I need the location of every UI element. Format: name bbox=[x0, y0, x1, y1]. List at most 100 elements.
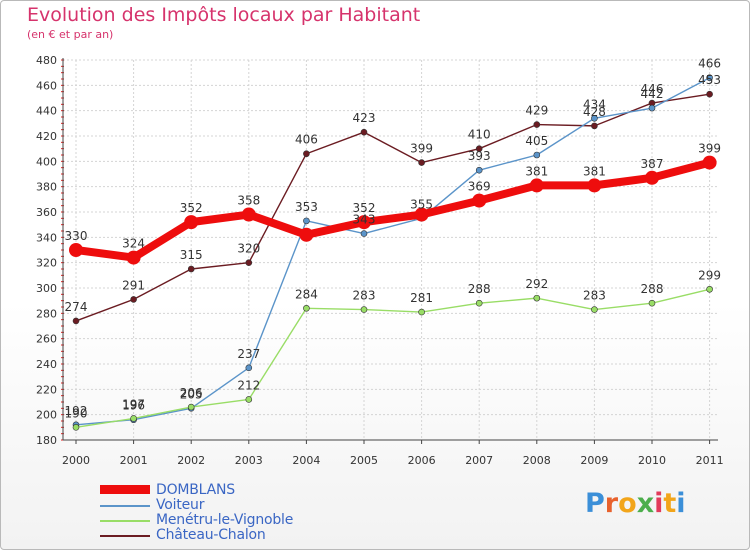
data-label: 320 bbox=[237, 242, 260, 256]
data-label: 192 bbox=[65, 404, 88, 418]
legend-swatch bbox=[100, 505, 150, 507]
chart-subtitle: (en € et par an) bbox=[27, 28, 114, 41]
legend-label: DOMBLANS bbox=[156, 482, 235, 498]
data-label: 353 bbox=[295, 200, 318, 214]
x-tick-label: 2005 bbox=[350, 454, 378, 467]
logo-letter: t bbox=[663, 488, 677, 519]
data-label: 410 bbox=[468, 128, 491, 142]
data-point bbox=[587, 178, 602, 193]
x-tick-label: 2008 bbox=[523, 454, 551, 467]
data-point bbox=[591, 114, 598, 122]
data-point bbox=[475, 145, 483, 152]
data-point bbox=[360, 128, 368, 136]
y-tick-label: 300 bbox=[36, 282, 57, 295]
x-tick-label: 2007 bbox=[465, 454, 493, 467]
y-tick-label: 280 bbox=[36, 307, 57, 320]
data-label: 453 bbox=[698, 73, 721, 87]
data-point bbox=[475, 166, 483, 174]
data-label: 205 bbox=[180, 387, 203, 401]
data-point bbox=[645, 170, 659, 185]
data-point bbox=[418, 308, 425, 316]
y-tick-label: 340 bbox=[36, 231, 57, 244]
data-label: 387 bbox=[641, 157, 664, 171]
y-tick-label: 440 bbox=[36, 105, 57, 118]
x-tick-label: 2011 bbox=[696, 454, 724, 467]
logo-letter: x bbox=[636, 488, 655, 519]
data-label: 283 bbox=[583, 289, 606, 303]
logo-letter: i bbox=[654, 488, 664, 519]
data-label: 196 bbox=[122, 399, 145, 413]
data-point bbox=[303, 217, 310, 225]
data-label: 406 bbox=[295, 133, 318, 147]
data-label: 281 bbox=[410, 291, 433, 305]
legend-swatch bbox=[100, 535, 150, 537]
data-point bbox=[418, 159, 425, 166]
y-tick-label: 400 bbox=[36, 155, 57, 168]
y-tick-label: 460 bbox=[36, 79, 57, 92]
data-point bbox=[72, 317, 80, 325]
data-label: 197 bbox=[122, 397, 145, 411]
data-point bbox=[245, 259, 253, 266]
data-point bbox=[475, 299, 483, 307]
data-point bbox=[591, 306, 598, 313]
logo-letter: o bbox=[618, 488, 637, 519]
data-label: 315 bbox=[180, 248, 203, 262]
series-layer bbox=[69, 74, 717, 431]
data-label: 292 bbox=[525, 277, 548, 291]
logo-letter: P bbox=[585, 488, 605, 519]
y-tick-label: 200 bbox=[36, 409, 57, 422]
data-label: 284 bbox=[295, 287, 318, 301]
data-label: 274 bbox=[65, 300, 88, 314]
legend-label: Château-Chalon bbox=[156, 527, 266, 543]
data-label: 466 bbox=[698, 57, 721, 71]
x-tick-label: 2003 bbox=[235, 454, 263, 467]
data-point bbox=[299, 227, 314, 242]
data-label: 288 bbox=[468, 282, 491, 296]
data-point bbox=[648, 104, 656, 112]
legend-label: Voiteur bbox=[156, 497, 205, 513]
data-label: 405 bbox=[525, 134, 548, 148]
data-label: 291 bbox=[122, 278, 145, 292]
data-point bbox=[360, 306, 368, 313]
data-label: 429 bbox=[525, 104, 548, 118]
y-tick-label: 260 bbox=[36, 333, 57, 346]
data-label: 399 bbox=[410, 142, 433, 156]
grid bbox=[63, 59, 718, 441]
data-label: 288 bbox=[641, 282, 664, 296]
data-point bbox=[706, 90, 713, 98]
data-label: 299 bbox=[698, 268, 721, 282]
data-point bbox=[72, 424, 80, 431]
y-tick-label: 420 bbox=[36, 130, 57, 143]
data-point bbox=[414, 207, 429, 222]
data-label: 393 bbox=[468, 149, 491, 163]
logo-letter: i bbox=[676, 488, 686, 519]
data-label: 358 bbox=[237, 194, 260, 208]
y-tick-label: 380 bbox=[36, 181, 57, 194]
data-point bbox=[187, 265, 195, 273]
data-label: 381 bbox=[583, 164, 606, 178]
data-point bbox=[357, 215, 371, 230]
logo-letter: r bbox=[604, 488, 619, 519]
proxiti-logo: Proxiti bbox=[585, 488, 686, 519]
data-label: 428 bbox=[583, 105, 606, 119]
series-line-voiteur bbox=[75, 77, 711, 426]
data-label: 206 bbox=[180, 386, 203, 400]
y-tick-label: 220 bbox=[36, 383, 57, 396]
chart-title: Evolution des Impôts locaux par Habitant bbox=[27, 4, 421, 26]
x-tick-label: 2001 bbox=[120, 454, 148, 467]
data-point bbox=[241, 207, 256, 222]
data-point bbox=[245, 396, 253, 403]
series-line-domblans bbox=[72, 158, 714, 262]
data-point bbox=[533, 121, 541, 128]
data-label: 237 bbox=[237, 347, 260, 361]
x-tick-label: 2009 bbox=[580, 454, 608, 467]
data-label: 369 bbox=[468, 180, 491, 194]
data-point bbox=[648, 299, 656, 307]
data-point bbox=[533, 151, 541, 159]
x-tick-label: 2002 bbox=[177, 454, 205, 467]
data-label: 355 bbox=[410, 197, 433, 211]
series-line-ch-teau-chalon bbox=[75, 93, 711, 322]
